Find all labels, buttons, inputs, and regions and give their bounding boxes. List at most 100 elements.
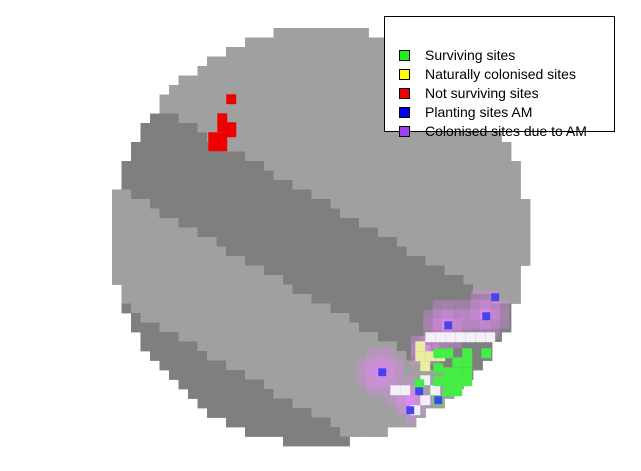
planting-site: [482, 312, 491, 321]
terrain-cell: [197, 360, 208, 371]
terrain-cell: [159, 303, 170, 314]
terrain-cell: [330, 313, 341, 323]
terrain-cell: [264, 208, 274, 219]
terrain-cell: [349, 56, 360, 67]
terrain-cell: [273, 47, 284, 57]
terrain-cell: [368, 66, 379, 76]
terrain-cell: [273, 275, 284, 285]
terrain-cell: [368, 37, 379, 48]
terrain-cell: [131, 284, 141, 295]
terrain-cell: [340, 370, 350, 380]
terrain-cell: [273, 94, 284, 105]
terrain-cell: [302, 284, 312, 295]
terrain-cell: [207, 284, 217, 295]
terrain-cell: [321, 256, 331, 266]
terrain-cell: [245, 113, 255, 124]
terrain-cell: [216, 332, 227, 342]
terrain-cell: [169, 256, 179, 266]
terrain-cell: [302, 427, 312, 437]
colonised-site: [489, 299, 500, 310]
terrain-cell: [387, 151, 398, 162]
terrain-cell: [283, 180, 293, 190]
terrain-cell: [330, 341, 341, 352]
empty-site: [465, 332, 476, 343]
terrain-cell: [387, 170, 398, 181]
planting-site: [406, 406, 415, 415]
terrain-cell: [235, 265, 246, 276]
terrain-cell: [321, 75, 331, 86]
terrain-cell: [378, 417, 388, 428]
legend-item-colonised-am: Colonised sites due to AM: [399, 122, 587, 141]
surviving-site: [443, 367, 454, 378]
terrain-cell: [454, 151, 464, 162]
terrain-cell: [330, 94, 341, 105]
terrain-cell: [435, 265, 445, 276]
terrain-cell: [131, 208, 141, 219]
terrain-cell: [150, 142, 160, 152]
terrain-cell: [311, 37, 322, 48]
terrain-cell: [311, 256, 322, 266]
terrain-cell: [387, 398, 398, 409]
terrain-cell: [207, 303, 217, 314]
terrain-cell: [387, 218, 398, 228]
terrain-cell: [425, 370, 436, 380]
terrain-cell: [406, 170, 417, 181]
terrain-cell: [254, 151, 265, 162]
terrain-cell: [387, 161, 398, 171]
terrain-cell: [178, 246, 189, 257]
terrain-cell: [368, 408, 379, 418]
terrain-cell: [150, 227, 160, 238]
terrain-cell: [159, 132, 170, 143]
terrain-cell: [359, 208, 369, 219]
terrain-cell: [264, 322, 274, 333]
terrain-cell: [169, 142, 179, 152]
colonised-site: [356, 357, 367, 368]
terrain-cell: [254, 427, 265, 437]
terrain-cell: [416, 132, 426, 143]
terrain-cell: [188, 246, 198, 257]
terrain-cell: [150, 189, 160, 200]
terrain-cell: [416, 370, 426, 380]
terrain-cell: [349, 360, 360, 371]
terrain-cell: [188, 218, 198, 228]
terrain-cell: [245, 132, 255, 143]
terrain-cell: [416, 199, 426, 209]
terrain-cell: [492, 284, 502, 295]
terrain-cell: [131, 313, 141, 323]
terrain-cell: [349, 142, 360, 152]
terrain-cell: [245, 237, 255, 247]
terrain-cell: [140, 284, 151, 295]
terrain-cell: [340, 332, 350, 342]
terrain-cell: [368, 123, 379, 133]
terrain-cell: [150, 199, 160, 209]
terrain-cell: [416, 227, 426, 238]
terrain-cell: [283, 208, 293, 219]
terrain-cell: [150, 284, 160, 295]
terrain-cell: [302, 246, 312, 257]
terrain-cell: [197, 218, 208, 228]
terrain-cell: [311, 75, 322, 86]
terrain-cell: [273, 104, 284, 114]
terrain-cell: [482, 161, 493, 171]
terrain-cell: [435, 275, 445, 285]
empty-site: [400, 385, 411, 396]
colonised-site: [384, 386, 395, 397]
terrain-cell: [169, 284, 179, 295]
terrain-cell: [435, 218, 445, 228]
terrain-cell: [207, 199, 217, 209]
terrain-cell: [397, 161, 407, 171]
terrain-cell: [245, 208, 255, 219]
terrain-cell: [273, 417, 284, 428]
terrain-cell: [197, 85, 208, 95]
terrain-cell: [444, 132, 455, 143]
terrain-cell: [264, 227, 274, 238]
terrain-cell: [254, 37, 265, 48]
terrain-cell: [501, 237, 512, 247]
terrain-cell: [321, 227, 331, 238]
terrain-cell: [178, 303, 189, 314]
terrain-cell: [169, 360, 179, 371]
terrain-cell: [245, 104, 255, 114]
terrain-cell: [406, 284, 417, 295]
terrain-cell: [292, 161, 303, 171]
terrain-cell: [264, 379, 274, 390]
